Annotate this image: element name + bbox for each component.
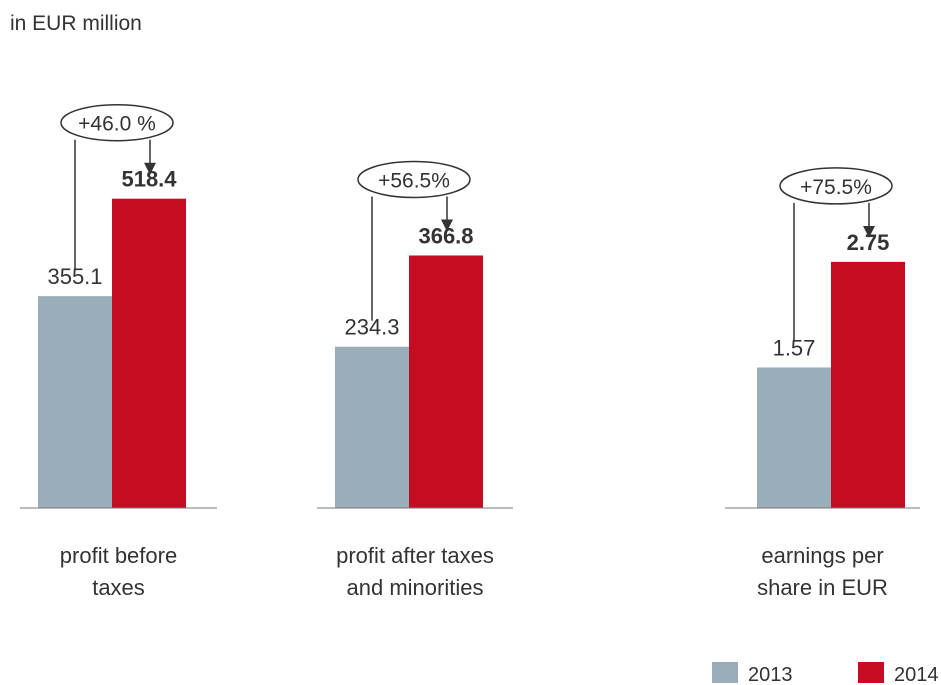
annotation: +56.5%: [378, 169, 450, 192]
category-label: profit after taxes: [336, 543, 494, 568]
category-label: taxes: [92, 575, 145, 600]
category-label: earnings per: [761, 543, 883, 568]
subtitle: in EUR million: [10, 12, 142, 35]
legend-swatch: [712, 662, 738, 683]
category-label: share in EUR: [757, 575, 888, 600]
annotation: +46.0 %: [78, 113, 156, 136]
value-label: 366.8: [418, 223, 473, 248]
bar: [757, 367, 831, 508]
legend-label: 2014: [894, 664, 939, 685]
bar: [409, 255, 483, 508]
annotation-ellipse: [779, 167, 893, 205]
legend-label: 2013: [748, 664, 793, 685]
value-label: 518.4: [121, 167, 177, 192]
annotation-ellipse: [357, 160, 471, 199]
bar: [335, 346, 409, 508]
category-label: and minorities: [347, 575, 484, 600]
bar: [38, 296, 112, 508]
value-label: 2.75: [847, 230, 890, 255]
annotation-ellipse: [60, 103, 174, 142]
category-label: profit before: [60, 543, 177, 568]
bar: [831, 261, 905, 508]
legend-swatch: [858, 662, 884, 683]
annotation: +75.5%: [800, 176, 872, 199]
bar: [112, 198, 186, 509]
